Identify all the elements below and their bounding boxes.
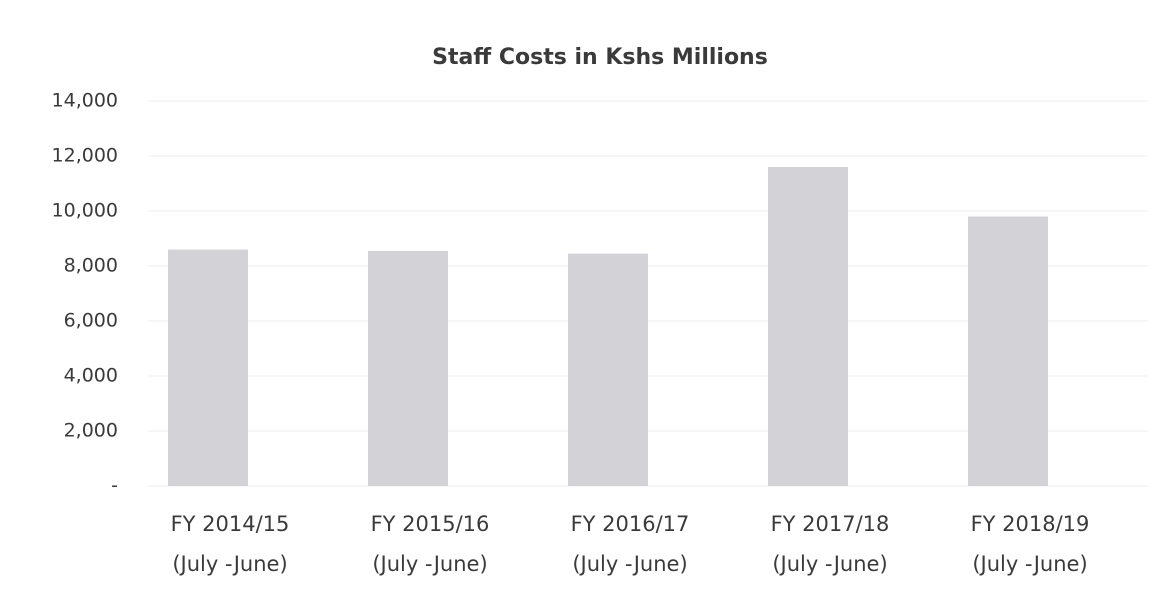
y-tick-label: 2,000 <box>64 420 118 442</box>
x-tick-label: (July -June) <box>972 552 1087 576</box>
y-tick-label: 6,000 <box>64 310 118 332</box>
y-tick-label: 8,000 <box>64 255 118 277</box>
bar <box>368 250 448 486</box>
y-tick-label: - <box>111 475 118 497</box>
x-tick-label: FY 2018/19 <box>971 512 1090 536</box>
x-tick-label: FY 2014/15 <box>171 512 290 536</box>
chart-title: Staff Costs in Kshs Millions <box>432 45 768 70</box>
bar <box>768 167 848 486</box>
x-tick-label: (July -June) <box>172 552 287 576</box>
bar <box>568 253 648 486</box>
y-tick-label: 14,000 <box>52 90 118 112</box>
x-tick-label: (July -June) <box>772 552 887 576</box>
x-tick-label: FY 2017/18 <box>771 512 890 536</box>
bar <box>168 249 248 486</box>
y-tick-label: 12,000 <box>52 145 118 167</box>
x-tick-label: (July -June) <box>372 552 487 576</box>
x-tick-label: (July -June) <box>572 552 687 576</box>
x-tick-label: FY 2015/16 <box>371 512 490 536</box>
y-tick-label: 10,000 <box>52 200 118 222</box>
bar <box>968 216 1048 486</box>
y-tick-label: 4,000 <box>64 365 118 387</box>
x-tick-label: FY 2016/17 <box>571 512 690 536</box>
